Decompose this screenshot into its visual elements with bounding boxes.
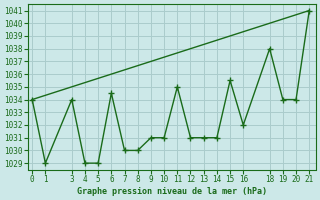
X-axis label: Graphe pression niveau de la mer (hPa): Graphe pression niveau de la mer (hPa) bbox=[77, 187, 267, 196]
